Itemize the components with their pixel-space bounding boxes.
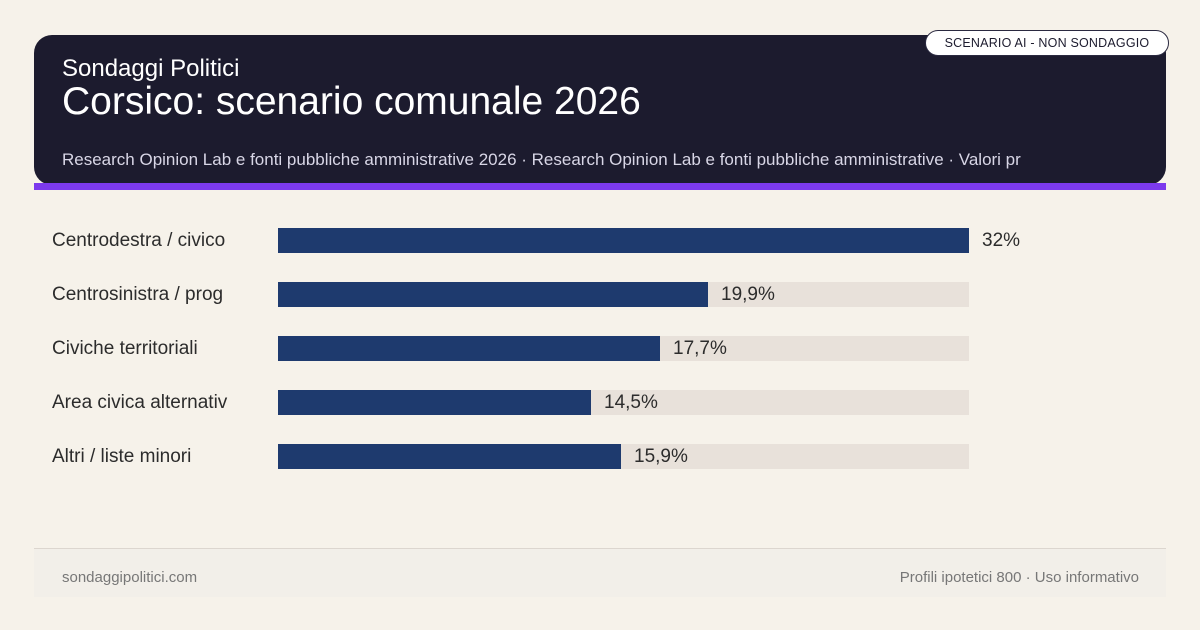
- footer-site: sondaggipolitici.com: [62, 569, 198, 586]
- bar: [278, 444, 621, 469]
- bar-label: Centrosinistra / prog: [52, 284, 224, 305]
- bar-track: [278, 336, 969, 361]
- bar-label: Area civica alternativ: [52, 392, 228, 413]
- bar-label: Altri / liste minori: [52, 446, 192, 467]
- bar: [278, 336, 660, 361]
- page-title: Corsico: scenario comunale 2026: [62, 80, 641, 123]
- header-panel: Sondaggi Politici Corsico: scenario comu…: [34, 35, 1166, 185]
- scenario-badge: SCENARIO AI - NON SONDAGGIO: [925, 30, 1169, 56]
- bar-track: [278, 228, 969, 253]
- bar-value-label: 15,9%: [634, 446, 688, 467]
- bar-label: Centrodestra / civico: [52, 230, 226, 251]
- bar: [278, 282, 708, 307]
- bar-track: [278, 444, 969, 469]
- bar-value-label: 17,7%: [673, 338, 727, 359]
- bar-track: [278, 282, 969, 307]
- source-subtitle: Research Opinion Lab e fonti pubbliche a…: [62, 150, 1021, 169]
- footer-note: Profili ipotetici 800 · Uso informativo: [899, 569, 1139, 586]
- header-accent-bar: [34, 183, 1166, 190]
- bar-value-label: 19,9%: [721, 284, 775, 305]
- brand-name: Sondaggi Politici: [62, 55, 240, 82]
- bar: [278, 390, 591, 415]
- bar: [278, 228, 969, 253]
- bar-label: Civiche territoriali: [52, 338, 198, 359]
- bar-value-label: 32%: [982, 230, 1021, 251]
- bar-track: [278, 390, 969, 415]
- bar-value-label: 14,5%: [604, 392, 658, 413]
- footer: sondaggipolitici.com Profili ipotetici 8…: [34, 548, 1166, 597]
